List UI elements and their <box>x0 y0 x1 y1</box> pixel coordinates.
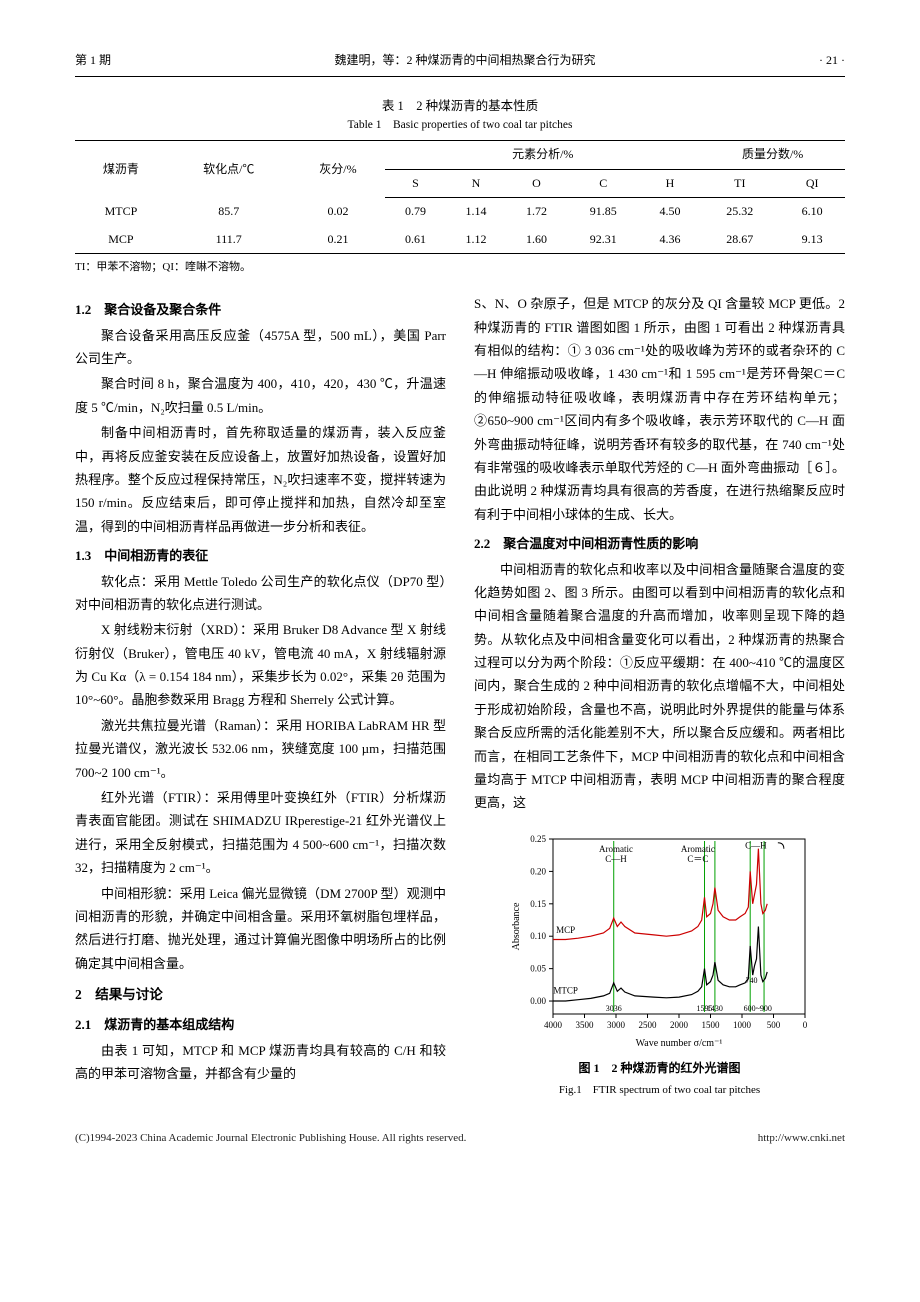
svg-text:0.25: 0.25 <box>530 834 546 844</box>
th-mass: 质量分数/% <box>700 141 845 170</box>
th-n: N <box>446 169 507 198</box>
svg-text:C—H: C—H <box>745 841 767 851</box>
cell: 111.7 <box>167 226 291 254</box>
svg-text:2000: 2000 <box>670 1020 689 1030</box>
fig1-caption-en: Fig.1 FTIR spectrum of two coal tar pitc… <box>474 1081 845 1101</box>
running-title: 魏建明，等：2 种煤沥青的中间相热聚合行为研究 <box>335 50 596 72</box>
cell: 0.79 <box>385 198 446 226</box>
svg-text:3500: 3500 <box>575 1020 594 1030</box>
cell: 0.21 <box>291 226 386 254</box>
para: 聚合时间 8 h，聚合温度为 400，410，420，430 ℃，升温速度 5 … <box>75 372 446 419</box>
cell: 25.32 <box>700 198 779 226</box>
svg-text:C—H: C—H <box>605 854 627 864</box>
cell: 1.12 <box>446 226 507 254</box>
cell: 1.14 <box>446 198 507 226</box>
svg-text:Aromatic: Aromatic <box>680 844 714 854</box>
svg-text:4000: 4000 <box>544 1020 563 1030</box>
cell: 4.50 <box>640 198 701 226</box>
para: 聚合设备采用高压反应釜（4575A 型，500 mL），美国 Parr 公司生产… <box>75 324 446 371</box>
svg-text:2500: 2500 <box>638 1020 657 1030</box>
para: 制备中间相沥青时，首先称取适量的煤沥青，装入反应釜中，再将反应釜安装在反应设备上… <box>75 421 446 538</box>
svg-text:MTCP: MTCP <box>553 985 578 995</box>
svg-text:1000: 1000 <box>733 1020 752 1030</box>
svg-text:1500: 1500 <box>701 1020 720 1030</box>
svg-text:0.15: 0.15 <box>530 899 546 909</box>
para: 中间相沥青的软化点和收率以及中间相含量随聚合温度的变化趋势如图 2、图 3 所示… <box>474 558 845 815</box>
cell: 85.7 <box>167 198 291 226</box>
right-column: S、N、O 杂原子，但是 MTCP 的灰分及 QI 含量较 MCP 更低。2 种… <box>474 292 845 1101</box>
issue-number: 第 1 期 <box>75 50 111 72</box>
th-elem: 元素分析/% <box>385 141 700 170</box>
heading-2: 2 结果与讨论 <box>75 983 446 1007</box>
heading-2-1: 2.1 煤沥青的基本组成结构 <box>75 1013 446 1036</box>
table1: 煤沥青 软化点/℃ 灰分/% 元素分析/% 质量分数/% S N O C H T… <box>75 140 845 254</box>
svg-text:C＝C: C＝C <box>687 854 708 864</box>
columns: 1.2 聚合设备及聚合条件 聚合设备采用高压反应釜（4575A 型，500 mL… <box>75 292 845 1101</box>
left-column: 1.2 聚合设备及聚合条件 聚合设备采用高压反应釜（4575A 型，500 mL… <box>75 292 446 1101</box>
cell: 0.02 <box>291 198 386 226</box>
para: S、N、O 杂原子，但是 MTCP 的灰分及 QI 含量较 MCP 更低。2 种… <box>474 292 845 526</box>
page-footer: (C)1994-2023 China Academic Journal Elec… <box>75 1129 845 1149</box>
footer-url: http://www.cnki.net <box>758 1129 845 1149</box>
figure-1: 4000 3500 3000 2500 2000 1500 1000 500 0 0.00 0.05… <box>474 827 845 1101</box>
heading-1-2: 1.2 聚合设备及聚合条件 <box>75 298 446 321</box>
table-row: MCP 111.7 0.21 0.61 1.12 1.60 92.31 4.36… <box>75 226 845 254</box>
svg-text:0.20: 0.20 <box>530 866 546 876</box>
cell: MTCP <box>75 198 167 226</box>
cell: 1.60 <box>506 226 567 254</box>
cell: MCP <box>75 226 167 254</box>
th-ash: 灰分/% <box>291 141 386 198</box>
heading-1-3: 1.3 中间相沥青的表征 <box>75 544 446 567</box>
table-row: MTCP 85.7 0.02 0.79 1.14 1.72 91.85 4.50… <box>75 198 845 226</box>
svg-text:Wave number σ/cm⁻¹: Wave number σ/cm⁻¹ <box>635 1038 722 1049</box>
cell: 92.31 <box>567 226 640 254</box>
svg-text:600~900: 600~900 <box>743 1004 771 1013</box>
th-o: O <box>506 169 567 198</box>
th-s: S <box>385 169 446 198</box>
th-pitch: 煤沥青 <box>75 141 167 198</box>
th-h: H <box>640 169 701 198</box>
table1-note: TI：甲苯不溶物；QI：喹啉不溶物。 <box>75 258 845 278</box>
cell: 28.67 <box>700 226 779 254</box>
table1-caption-cn: 表 1 2 种煤沥青的基本性质 <box>75 97 845 116</box>
para: 中间相形貌：采用 Leica 偏光显微镜（DM 2700P 型）观测中间相沥青的… <box>75 882 446 976</box>
page-header: 第 1 期 魏建明，等：2 种煤沥青的中间相热聚合行为研究 · 21 · <box>75 50 845 77</box>
para: 软化点：采用 Mettle Toledo 公司生产的软化点仪（DP70 型）对中… <box>75 570 446 617</box>
cell: 9.13 <box>779 226 845 254</box>
svg-text:0.10: 0.10 <box>530 931 546 941</box>
svg-text:3000: 3000 <box>607 1020 626 1030</box>
cell: 1.72 <box>506 198 567 226</box>
th-ti: TI <box>700 169 779 198</box>
svg-text:Absorbance: Absorbance <box>511 902 522 950</box>
cell: 6.10 <box>779 198 845 226</box>
page-number: · 21 · <box>819 50 845 72</box>
th-c: C <box>567 169 640 198</box>
table1-caption-en: Table 1 Basic properties of two coal tar… <box>75 115 845 136</box>
svg-text:0: 0 <box>802 1020 807 1030</box>
cell: 4.36 <box>640 226 701 254</box>
para: 红外光谱（FTIR）：采用傅里叶变换红外（FTIR）分析煤沥青表面官能团。测试在… <box>75 786 446 880</box>
svg-text:MCP: MCP <box>556 925 575 935</box>
copyright: (C)1994-2023 China Academic Journal Elec… <box>75 1129 466 1149</box>
ftir-chart: 4000 3500 3000 2500 2000 1500 1000 500 0 0.00 0.05… <box>505 827 815 1052</box>
heading-2-2: 2.2 聚合温度对中间相沥青性质的影响 <box>474 532 845 555</box>
svg-text:3036: 3036 <box>605 1004 621 1013</box>
para: X 射线粉末衍射（XRD）：采用 Bruker D8 Advance 型 X 射… <box>75 618 446 712</box>
para: 激光共焦拉曼光谱（Raman）：采用 HORIBA LabRAM HR 型拉曼光… <box>75 714 446 784</box>
svg-text:0.05: 0.05 <box>530 963 546 973</box>
svg-text:1430: 1430 <box>706 1004 722 1013</box>
th-qi: QI <box>779 169 845 198</box>
svg-text:Aromatic: Aromatic <box>599 844 633 854</box>
cell: 91.85 <box>567 198 640 226</box>
fig1-caption-cn: 图 1 2 种煤沥青的红外光谱图 <box>474 1058 845 1080</box>
cell: 0.61 <box>385 226 446 254</box>
svg-text:0.00: 0.00 <box>530 996 546 1006</box>
para: 由表 1 可知，MTCP 和 MCP 煤沥青均具有较高的 C/H 和较高的甲苯可… <box>75 1039 446 1086</box>
svg-text:500: 500 <box>766 1020 780 1030</box>
svg-text:740: 740 <box>745 976 757 985</box>
th-sp: 软化点/℃ <box>167 141 291 198</box>
